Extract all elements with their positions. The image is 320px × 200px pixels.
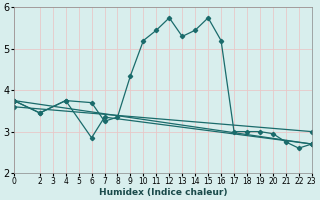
X-axis label: Humidex (Indice chaleur): Humidex (Indice chaleur): [99, 188, 227, 197]
